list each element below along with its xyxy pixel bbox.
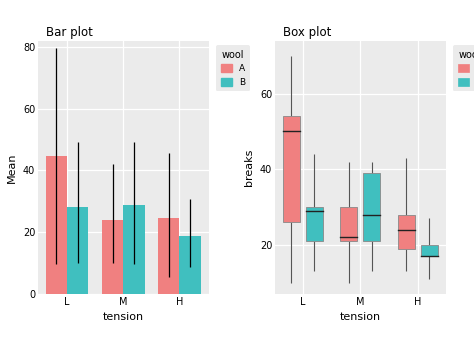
Text: Box plot: Box plot (283, 26, 332, 40)
Bar (180, 236, 201, 294)
Bar (283, 116, 300, 222)
Bar (398, 215, 415, 249)
Y-axis label: breaks: breaks (244, 149, 254, 186)
Legend: A, B: A, B (217, 45, 250, 91)
Bar (67, 207, 88, 294)
Bar (46, 156, 67, 294)
X-axis label: tension: tension (103, 312, 144, 322)
Bar (158, 218, 180, 294)
Bar (420, 245, 438, 256)
Legend: A, B: A, B (454, 45, 474, 91)
Bar (306, 207, 323, 241)
X-axis label: tension: tension (340, 312, 381, 322)
Bar (123, 205, 145, 294)
Y-axis label: Mean: Mean (7, 152, 17, 183)
Bar (363, 173, 380, 241)
Bar (340, 207, 357, 241)
Text: Bar plot: Bar plot (46, 26, 93, 40)
Bar (102, 220, 123, 294)
